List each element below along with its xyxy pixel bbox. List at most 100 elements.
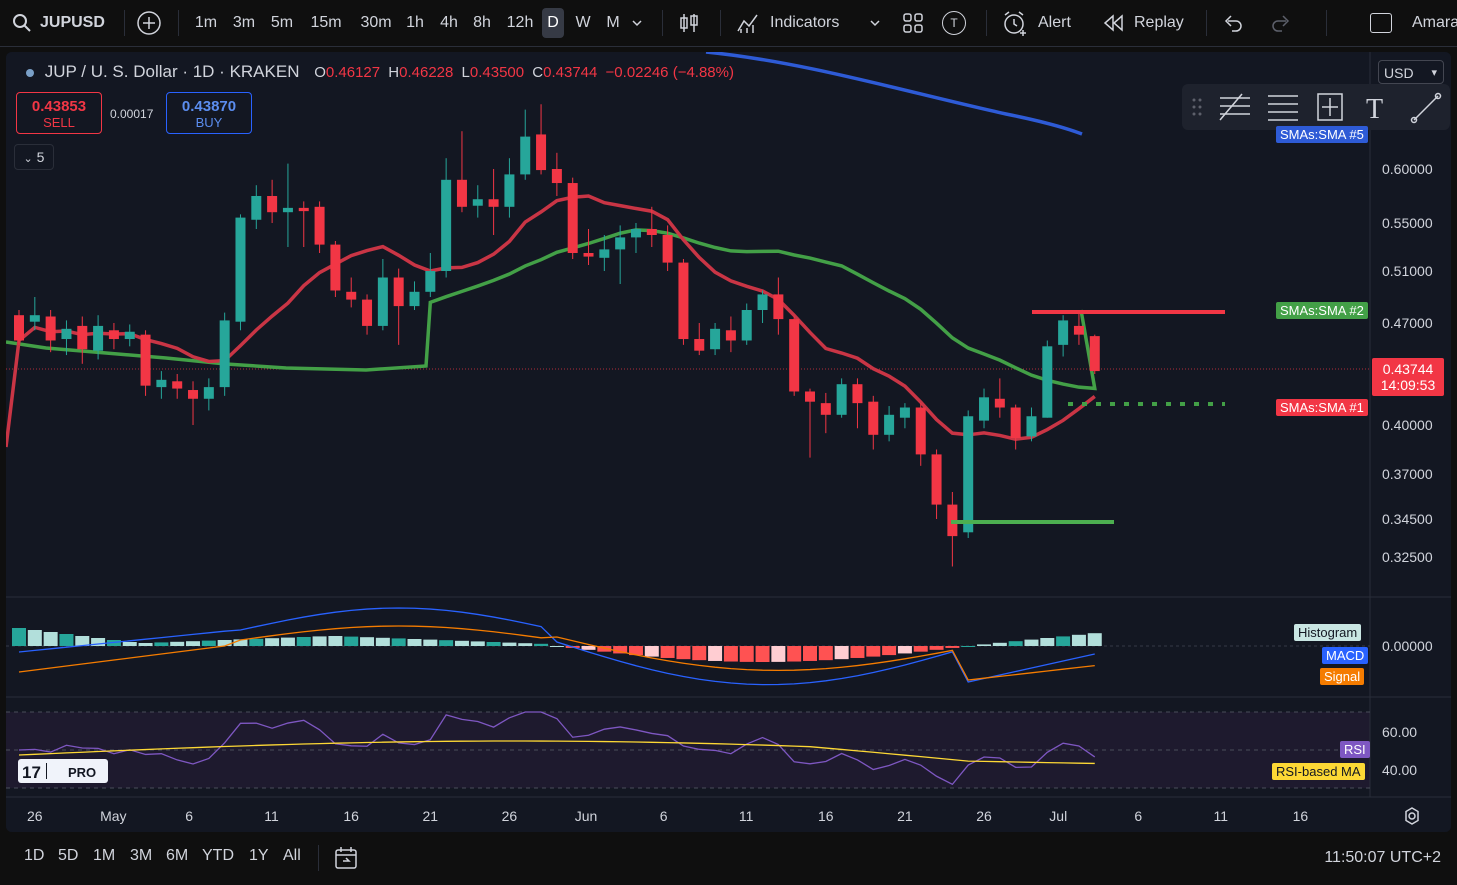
rsi-ma-tag[interactable]: RSI-based MA bbox=[1272, 763, 1365, 780]
alert-button[interactable]: Alert bbox=[1002, 0, 1071, 46]
interval-dropdown[interactable] bbox=[630, 0, 644, 46]
range-all[interactable]: All bbox=[283, 847, 301, 864]
macd-tag[interactable]: MACD bbox=[1322, 647, 1369, 664]
candle-body bbox=[583, 253, 594, 257]
candle-body bbox=[282, 207, 293, 213]
range-1d[interactable]: 1D bbox=[24, 847, 45, 864]
histogram-bar bbox=[723, 646, 738, 662]
candles-series bbox=[14, 104, 1100, 567]
price-chart[interactable]: 17 PRO bbox=[6, 52, 1451, 832]
interval-3m[interactable]: 3m bbox=[232, 14, 256, 31]
time-axis-label: Jun bbox=[574, 808, 598, 824]
chevron-down-icon bbox=[632, 20, 642, 27]
sell-button[interactable]: 0.43853 SELL bbox=[16, 92, 102, 134]
histogram-bar bbox=[1040, 638, 1055, 646]
range-1y[interactable]: 1Y bbox=[249, 847, 269, 864]
interval-12h[interactable]: 12h bbox=[506, 14, 534, 31]
interval-M[interactable]: M bbox=[606, 14, 620, 31]
grid-icon bbox=[903, 13, 923, 33]
clock[interactable]: 11:50:07 UTC+2 bbox=[1324, 849, 1441, 866]
search-icon bbox=[13, 14, 31, 32]
symbol-dot-icon bbox=[26, 68, 34, 77]
layout-menu[interactable]: Amara bbox=[1370, 0, 1457, 46]
rsi-axis-label-60: 60.00 bbox=[1382, 724, 1418, 740]
histogram-bar bbox=[929, 646, 944, 650]
range-6m[interactable]: 6M bbox=[166, 847, 189, 864]
compare-symbol-button[interactable] bbox=[136, 0, 162, 46]
candle-body bbox=[520, 136, 531, 175]
interval-30m[interactable]: 30m bbox=[360, 14, 392, 31]
buy-button[interactable]: 0.43870 BUY bbox=[166, 92, 252, 134]
candle-body bbox=[694, 339, 705, 351]
svg-text:PRO: PRO bbox=[68, 765, 96, 780]
histogram-bar bbox=[328, 636, 343, 646]
histogram-bar bbox=[122, 642, 137, 646]
candle-body bbox=[472, 199, 483, 206]
symbol-search[interactable]: JUPUSD bbox=[12, 0, 105, 46]
histogram-tag[interactable]: Histogram bbox=[1294, 624, 1362, 641]
candle-body bbox=[567, 183, 578, 253]
goto-date-button[interactable] bbox=[333, 845, 359, 876]
rsi-ma-line bbox=[18, 740, 1095, 765]
rsi-tag[interactable]: RSI bbox=[1340, 741, 1370, 758]
indicators-collapse-button[interactable]: ⌄ 5 bbox=[14, 144, 54, 170]
layouts-button[interactable] bbox=[902, 0, 924, 46]
candle-body bbox=[805, 391, 815, 402]
histogram-bar bbox=[613, 646, 628, 654]
range-3m[interactable]: 3M bbox=[130, 847, 153, 864]
interval-W[interactable]: W bbox=[575, 14, 591, 31]
chart-type-button[interactable] bbox=[677, 0, 701, 46]
interval-4h[interactable]: 4h bbox=[440, 14, 458, 31]
indicators-button[interactable]: Indicators bbox=[736, 0, 839, 46]
time-axis-label: 16 bbox=[818, 808, 834, 824]
interval-5m[interactable]: 5m bbox=[270, 14, 294, 31]
trend-line-icon[interactable] bbox=[1410, 92, 1442, 124]
currency-select[interactable]: USD ▾ bbox=[1378, 60, 1444, 84]
symbol-legend[interactable]: JUP / U. S. Dollar · 1D · KRAKEN O0.4612… bbox=[26, 62, 734, 82]
interval-1m[interactable]: 1m bbox=[194, 14, 218, 31]
histogram-bar bbox=[59, 634, 74, 646]
sma-5-tag[interactable]: SMAs:SMA #5 bbox=[1276, 126, 1368, 143]
histogram-bar bbox=[1056, 636, 1071, 646]
interval-15m[interactable]: 15m bbox=[310, 14, 342, 31]
candle-body bbox=[203, 387, 214, 399]
candle-body bbox=[140, 334, 151, 386]
histogram-bar bbox=[280, 637, 295, 646]
replay-button[interactable]: Replay bbox=[1102, 0, 1184, 46]
histogram-bar bbox=[75, 636, 90, 646]
candle-body bbox=[298, 207, 309, 212]
chart-frame: 17 PRO JUP / U. S. Dollar · 1D · KRAKEN … bbox=[6, 52, 1451, 832]
candle-body bbox=[441, 179, 452, 271]
templates-button[interactable]: T bbox=[942, 0, 966, 46]
fib-retracement-icon[interactable] bbox=[1219, 93, 1250, 121]
interval-1h[interactable]: 1h bbox=[406, 14, 424, 31]
chart-settings-button[interactable] bbox=[1402, 806, 1422, 831]
range-ytd[interactable]: YTD bbox=[202, 847, 234, 864]
signal-tag[interactable]: Signal bbox=[1320, 668, 1365, 685]
sma-2-tag[interactable]: SMAs:SMA #2 bbox=[1276, 302, 1368, 319]
calendar-icon bbox=[335, 847, 357, 869]
range-5d[interactable]: 5D bbox=[58, 847, 79, 864]
range-1m[interactable]: 1M bbox=[93, 847, 116, 864]
current-price-label: 0.43744 14:09:53 bbox=[1372, 358, 1444, 396]
horizontal-lines-icon[interactable] bbox=[1268, 95, 1298, 121]
price-axis-label: 0.37000 bbox=[1382, 466, 1433, 482]
text-tool-icon[interactable]: T bbox=[1366, 94, 1383, 125]
time-axis-label: May bbox=[100, 808, 127, 824]
candle-body bbox=[188, 390, 199, 399]
indicators-dropdown[interactable] bbox=[868, 0, 882, 46]
measure-icon[interactable] bbox=[1317, 93, 1343, 121]
interval-8h[interactable]: 8h bbox=[473, 14, 491, 31]
sma-1-tag[interactable]: SMAs:SMA #1 bbox=[1276, 399, 1368, 416]
drag-handle-icon[interactable] bbox=[1192, 98, 1202, 116]
redo-button[interactable] bbox=[1270, 0, 1292, 46]
histogram-bar bbox=[597, 646, 612, 652]
indicators-label: Indicators bbox=[770, 14, 840, 31]
histogram-bar bbox=[518, 643, 533, 646]
time-axis-label: 11 bbox=[738, 808, 754, 824]
sma-1-path bbox=[6, 194, 1096, 448]
candle-body bbox=[267, 196, 278, 213]
undo-button[interactable] bbox=[1222, 0, 1244, 46]
price-axis-label: 0.34500 bbox=[1382, 511, 1433, 527]
interval-D[interactable]: D bbox=[542, 8, 564, 38]
